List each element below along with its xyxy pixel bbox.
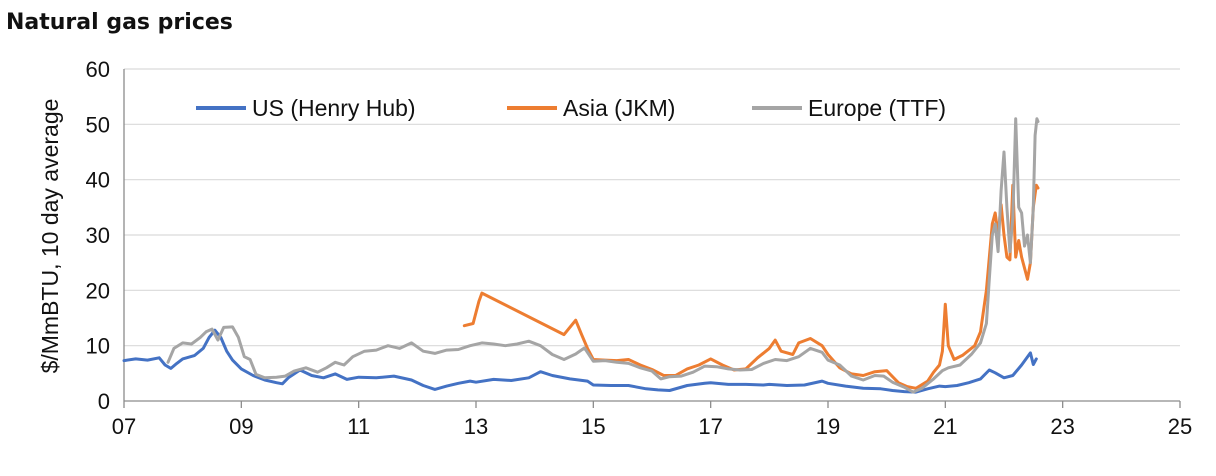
x-tick-label: 21 xyxy=(933,414,957,439)
x-tick-label: 09 xyxy=(229,414,253,439)
x-tick-label: 11 xyxy=(347,414,370,439)
x-tick-label: 13 xyxy=(464,414,488,439)
y-tick-label: 30 xyxy=(86,223,110,248)
legend-label: Europe (TTF) xyxy=(808,95,946,121)
x-tick-label: 19 xyxy=(816,414,840,439)
legend-label: US (Henry Hub) xyxy=(252,95,416,121)
x-tick-label: 25 xyxy=(1168,414,1192,439)
y-tick-label: 20 xyxy=(86,278,110,303)
x-tick-label: 07 xyxy=(112,414,136,439)
y-tick-label: 50 xyxy=(86,112,110,137)
y-tick-label: 10 xyxy=(86,334,110,359)
x-tick-label: 17 xyxy=(698,414,722,439)
axes xyxy=(123,69,1181,408)
gridlines xyxy=(124,68,1180,347)
series-line-0 xyxy=(122,328,1038,394)
y-tick-label: 0 xyxy=(98,389,110,414)
x-tick-label: 23 xyxy=(1050,414,1074,439)
x-tick-label: 15 xyxy=(581,414,605,439)
y-tick-label: 60 xyxy=(86,57,110,82)
tick-labels: 0 10 20 30 40 50 60 07 09 11 13 15 17 19 21 23 25 xyxy=(86,57,1193,439)
series-line-2 xyxy=(166,117,1040,394)
y-tick-label: 40 xyxy=(86,168,110,193)
series-lines xyxy=(122,117,1040,394)
y-axis-label: $/MmBTU, 10 day average xyxy=(37,99,63,374)
legend: US (Henry Hub) Asia (JKM) Europe (TTF) xyxy=(196,95,946,121)
legend-label: Asia (JKM) xyxy=(563,95,675,121)
chart-title: Natural gas prices xyxy=(6,10,233,35)
series-line-1 xyxy=(462,183,1040,390)
